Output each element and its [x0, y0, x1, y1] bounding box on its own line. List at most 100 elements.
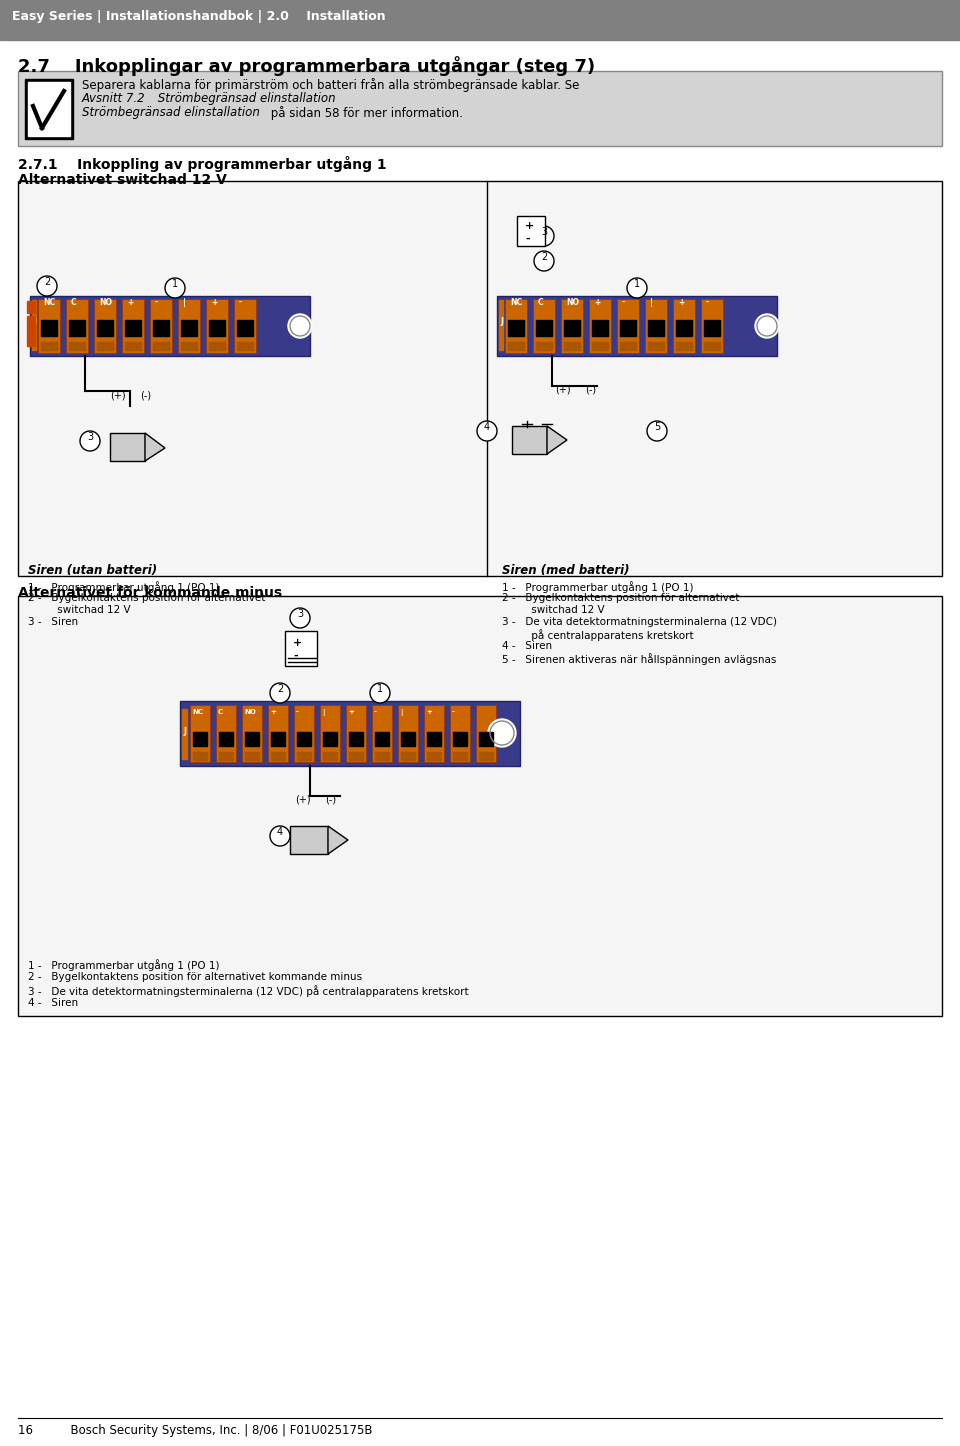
Bar	[375, 752, 389, 761]
Text: +: +	[270, 709, 276, 714]
Bar	[216, 706, 236, 762]
Bar	[505, 299, 527, 353]
Bar	[648, 343, 664, 350]
Text: Alternativet switchad 12 V: Alternativet switchad 12 V	[18, 174, 227, 187]
Text: 1: 1	[634, 279, 640, 289]
Bar	[27, 301, 35, 312]
Text: Siren (med batteri): Siren (med batteri)	[502, 564, 630, 577]
Circle shape	[270, 826, 290, 846]
Bar	[398, 706, 418, 762]
Bar	[297, 732, 311, 746]
Text: på sidan 58 för mer information.: på sidan 58 för mer information.	[267, 106, 463, 120]
Bar	[620, 320, 636, 335]
Bar	[190, 706, 210, 762]
Bar	[589, 299, 611, 353]
Bar	[219, 752, 233, 761]
Text: 4: 4	[276, 827, 283, 837]
Text: -: -	[374, 709, 377, 714]
Text: J: J	[183, 727, 186, 736]
Bar	[346, 706, 366, 762]
Bar	[323, 732, 337, 746]
Bar	[676, 320, 692, 335]
Text: +: +	[127, 298, 133, 307]
Bar	[323, 752, 337, 761]
Bar	[181, 343, 197, 350]
Bar	[178, 299, 200, 353]
Text: Avsnitt 7.2: Avsnitt 7.2	[82, 93, 146, 106]
Bar	[620, 343, 636, 350]
Bar	[450, 706, 470, 762]
Bar	[704, 320, 720, 335]
Bar	[561, 299, 583, 353]
Text: (-): (-)	[325, 794, 336, 804]
Text: på centralapparatens kretskort: på centralapparatens kretskort	[502, 629, 694, 641]
Bar	[676, 343, 692, 350]
Bar	[94, 299, 116, 353]
Bar	[512, 427, 547, 454]
Bar	[453, 752, 467, 761]
Text: Easy Series | Installationshandbok | 2.0    Installation: Easy Series | Installationshandbok | 2.0…	[12, 10, 386, 23]
Text: +: +	[678, 298, 684, 307]
Circle shape	[477, 421, 497, 441]
Text: +: +	[348, 709, 354, 714]
Text: 3: 3	[87, 432, 93, 442]
Bar	[294, 706, 314, 762]
Bar	[97, 320, 113, 335]
Bar	[401, 732, 415, 746]
Bar	[592, 343, 608, 350]
Bar	[401, 752, 415, 761]
Bar	[30, 296, 310, 356]
Bar	[66, 299, 88, 353]
Text: 1: 1	[172, 279, 178, 289]
Text: 1 -   Programmerbar utgång 1 (PO 1): 1 - Programmerbar utgång 1 (PO 1)	[28, 581, 220, 593]
Circle shape	[288, 314, 312, 338]
Bar	[110, 432, 145, 461]
Bar	[297, 752, 311, 761]
Bar	[219, 732, 233, 746]
Circle shape	[270, 683, 290, 703]
Polygon shape	[547, 427, 567, 454]
Text: -: -	[155, 298, 158, 307]
Bar	[245, 752, 259, 761]
Text: |: |	[650, 298, 653, 307]
Text: C: C	[538, 298, 543, 307]
Polygon shape	[145, 432, 165, 461]
Text: 2: 2	[540, 252, 547, 262]
Bar	[18, 71, 942, 146]
Text: NO: NO	[99, 298, 112, 307]
Text: +: +	[293, 638, 302, 648]
Text: +: +	[594, 298, 600, 307]
Text: C: C	[218, 709, 223, 714]
Text: (-): (-)	[140, 390, 151, 401]
Bar	[41, 343, 57, 350]
Bar	[290, 826, 328, 855]
Text: (-): (-)	[585, 385, 596, 393]
Bar	[564, 320, 580, 335]
Text: NC: NC	[510, 298, 522, 307]
Bar	[427, 752, 441, 761]
Text: 5 -   Sirenen aktiveras när hållspänningen avlägsnas: 5 - Sirenen aktiveras när hållspänningen…	[502, 654, 777, 665]
Bar	[182, 709, 187, 759]
Bar	[18, 181, 942, 576]
Bar	[508, 343, 524, 350]
Text: 2 -   Bygelkontaktens position för alternativet: 2 - Bygelkontaktens position för alterna…	[28, 593, 265, 603]
Text: +: +	[211, 298, 217, 307]
Bar	[508, 320, 524, 335]
Text: +: +	[525, 221, 535, 231]
Text: NC: NC	[43, 298, 55, 307]
Bar	[234, 299, 256, 353]
Bar	[180, 701, 520, 766]
Bar	[69, 343, 85, 350]
Bar	[349, 732, 363, 746]
Circle shape	[627, 278, 647, 298]
Bar	[271, 732, 285, 746]
Text: (+): (+)	[555, 385, 570, 393]
Bar	[372, 706, 392, 762]
Bar	[245, 732, 259, 746]
Text: 4: 4	[484, 422, 490, 432]
Circle shape	[647, 421, 667, 441]
Text: 2: 2	[44, 278, 50, 286]
Bar	[701, 299, 723, 353]
Bar	[209, 343, 225, 350]
Text: 5: 5	[654, 422, 660, 432]
